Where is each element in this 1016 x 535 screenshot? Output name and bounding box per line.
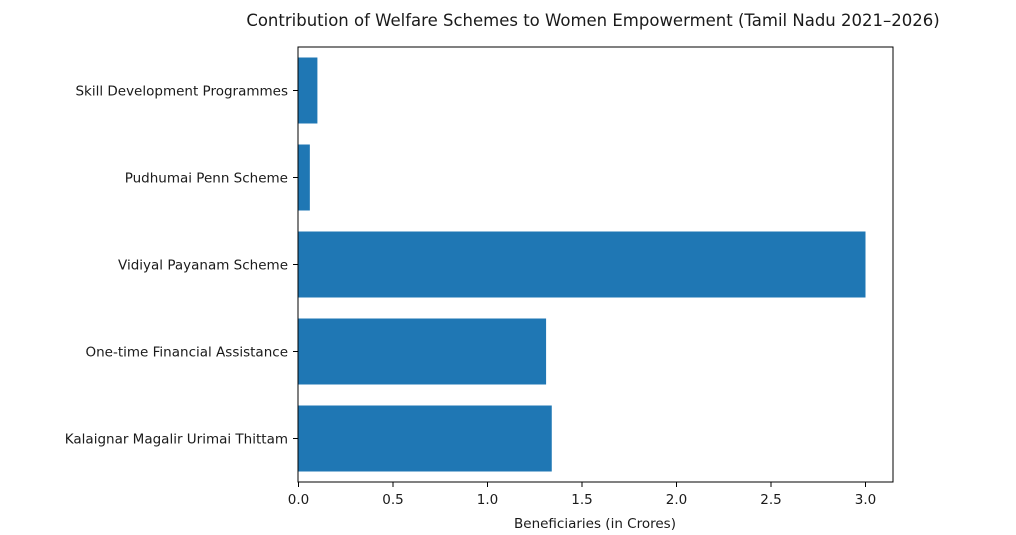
x-tick-label: 0.5: [382, 492, 403, 508]
x-axis-title: Beneficiaries (in Crores): [514, 516, 676, 532]
x-tick-label: 0.0: [288, 492, 309, 508]
y-tick-label: Kalaignar Magalir Urimai Thittam: [65, 432, 288, 448]
chart-title: Contribution of Welfare Schemes to Women…: [246, 11, 939, 30]
bar: [298, 57, 318, 124]
x-tick-label: 3.0: [855, 492, 876, 508]
bars-group: [298, 57, 866, 472]
bar: [298, 144, 310, 211]
x-tick-label: 2.0: [666, 492, 687, 508]
y-axis-ticks: Kalaignar Magalir Urimai Thittam One-time…: [65, 84, 298, 448]
bar: [298, 231, 866, 298]
y-tick-label: One-time Financial Assistance: [86, 345, 289, 361]
y-tick-label: Vidiyal Payanam Scheme: [118, 258, 288, 274]
x-tick-label: 1.5: [571, 492, 592, 508]
bar: [298, 318, 547, 385]
y-tick-label: Pudhumai Penn Scheme: [125, 171, 288, 187]
bar: [298, 405, 552, 472]
x-tick-label: 2.5: [760, 492, 781, 508]
x-tick-label: 1.0: [477, 492, 498, 508]
x-axis-ticks: 0.0 0.5 1.0 1.5 2.0 2.5 3.0: [288, 482, 876, 508]
y-tick-label: Skill Development Programmes: [75, 84, 288, 100]
plot-frame: [297, 46, 894, 483]
